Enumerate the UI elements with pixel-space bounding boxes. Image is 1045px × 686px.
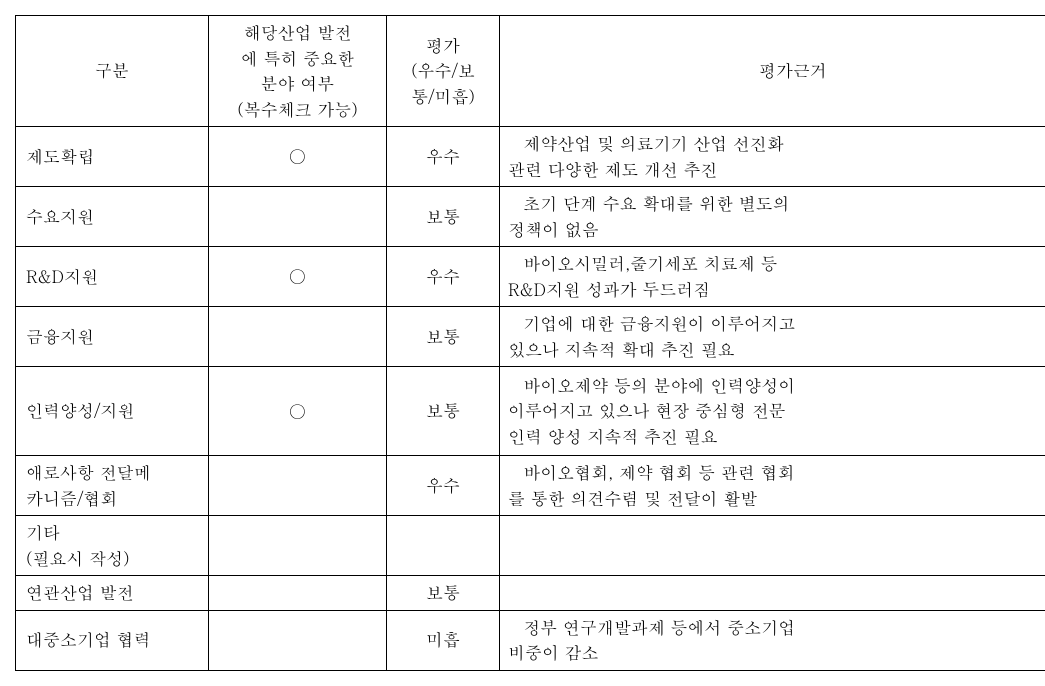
header-rating-l3: 통/미흡) (411, 84, 475, 108)
table-row: 연관산업 발전 보통 (16, 576, 1045, 611)
row-label: 금융지원 (16, 307, 209, 367)
table-row: 기타 (필요시 작성) (16, 516, 1045, 576)
basis-line: 정부 연구개발과제 등에서 중소기업 (508, 615, 1045, 641)
row-label: 애로사항 전달메 카니즘/협회 (16, 456, 209, 516)
row-basis (500, 516, 1045, 576)
row-rating: 보통 (387, 367, 500, 456)
row-basis: 기업에 대한 금융지원이 이루어지고 있으나 지속적 확대 추진 필요 (500, 307, 1045, 367)
row-basis: 바이오제약 등의 분야에 인력양성이 이루어지고 있으나 현장 중심형 전문 인… (500, 367, 1045, 456)
basis-line: 바이오시밀러,줄기세포 치료제 등 (508, 251, 1045, 277)
row-basis: 바이오시밀러,줄기세포 치료제 등 R&D지원 성과가 두드러짐 (500, 247, 1045, 307)
basis-line: 바이오협회, 제약 협회 등 관련 협회 (508, 460, 1045, 486)
row-basis: 정부 연구개발과제 등에서 중소기업 비중이 감소 (500, 610, 1045, 670)
table-header-row: 구분 해당산업 발전 에 특히 중요한 분야 여부 (복수체크 가능) 평가 (… (16, 16, 1045, 127)
basis-line: 초기 단계 수요 확대를 위한 별도의 (508, 191, 1045, 217)
basis-line: 기업에 대한 금융지원이 이루어지고 (508, 311, 1045, 337)
header-importance: 해당산업 발전 에 특히 중요한 분야 여부 (복수체크 가능) (209, 16, 387, 127)
row-label: 제도확립 (16, 127, 209, 187)
row-rating: 보통 (387, 576, 500, 611)
row-basis: 바이오협회, 제약 협회 등 관련 협회 를 통한 의견수렴 및 전달이 활발 (500, 456, 1045, 516)
row-basis: 초기 단계 수요 확대를 위한 별도의 정책이 없음 (500, 187, 1045, 247)
header-rating: 평가 (우수/보 통/미흡) (387, 16, 500, 127)
row-label: 인력양성/지원 (16, 367, 209, 456)
row-label: 대중소기업 협력 (16, 610, 209, 670)
row-rating: 우수 (387, 247, 500, 307)
row-label: 기타 (필요시 작성) (16, 516, 209, 576)
header-importance-l4: (복수체크 가능) (237, 97, 357, 121)
row-label: 연관산업 발전 (16, 576, 209, 611)
row-importance-mark: ○ (209, 127, 387, 187)
header-importance-l3: 분야 여부 (261, 71, 335, 95)
basis-line: 제약산업 및 의료기기 산업 선진화 (508, 131, 1045, 157)
row-importance-mark (209, 307, 387, 367)
row-label: R&D지원 (16, 247, 209, 307)
label-line: 기타 (26, 520, 60, 544)
basis-line: 바이오제약 등의 분야에 인력양성이 (508, 373, 1045, 399)
table-row: 수요지원 보통 초기 단계 수요 확대를 위한 별도의 정책이 없음 (16, 187, 1045, 247)
row-basis: 제약산업 및 의료기기 산업 선진화 관련 다양한 제도 개선 추진 (500, 127, 1045, 187)
basis-line: 를 통한 의견수렴 및 전달이 활발 (508, 486, 757, 510)
label-line: 카니즘/협회 (26, 486, 117, 510)
row-rating: 미흡 (387, 610, 500, 670)
row-importance-mark: ○ (209, 367, 387, 456)
basis-line: 있으나 지속적 확대 추진 필요 (508, 337, 735, 361)
row-basis (500, 576, 1045, 611)
row-importance-mark (209, 456, 387, 516)
table-row: 금융지원 보통 기업에 대한 금융지원이 이루어지고 있으나 지속적 확대 추진… (16, 307, 1045, 367)
table-row: 제도확립 ○ 우수 제약산업 및 의료기기 산업 선진화 관련 다양한 제도 개… (16, 127, 1045, 187)
row-importance-mark: ○ (209, 247, 387, 307)
row-importance-mark (209, 187, 387, 247)
header-rating-l1: 평가 (426, 33, 460, 57)
header-basis: 평가근거 (500, 16, 1045, 127)
header-importance-l1: 해당산업 발전 (244, 20, 352, 44)
table-row: 대중소기업 협력 미흡 정부 연구개발과제 등에서 중소기업 비중이 감소 (16, 610, 1045, 670)
row-rating: 우수 (387, 127, 500, 187)
row-rating (387, 516, 500, 576)
basis-line: 정책이 없음 (508, 217, 599, 241)
table-row: 인력양성/지원 ○ 보통 바이오제약 등의 분야에 인력양성이 이루어지고 있으… (16, 367, 1045, 456)
row-importance-mark (209, 516, 387, 576)
basis-line: 이루어지고 있으나 현장 중심형 전문 (508, 398, 786, 422)
basis-line: 관련 다양한 제도 개선 추진 (508, 157, 718, 181)
row-label: 수요지원 (16, 187, 209, 247)
header-importance-l2: 에 특히 중요한 (241, 46, 354, 70)
row-rating: 보통 (387, 307, 500, 367)
basis-line: R&D지원 성과가 두드러짐 (508, 277, 710, 301)
row-importance-mark (209, 610, 387, 670)
evaluation-table: 구분 해당산업 발전 에 특히 중요한 분야 여부 (복수체크 가능) 평가 (… (15, 15, 1045, 671)
row-importance-mark (209, 576, 387, 611)
basis-line: 비중이 감소 (508, 640, 599, 664)
table-row: 애로사항 전달메 카니즘/협회 우수 바이오협회, 제약 협회 등 관련 협회 … (16, 456, 1045, 516)
row-rating: 보통 (387, 187, 500, 247)
header-category: 구분 (16, 16, 209, 127)
header-rating-l2: (우수/보 (411, 58, 475, 82)
label-line: 애로사항 전달메 (26, 460, 151, 484)
label-line: (필요시 작성) (26, 546, 129, 570)
basis-line: 인력 양성 지속적 추진 필요 (508, 424, 718, 448)
row-rating: 우수 (387, 456, 500, 516)
table-row: R&D지원 ○ 우수 바이오시밀러,줄기세포 치료제 등 R&D지원 성과가 두… (16, 247, 1045, 307)
